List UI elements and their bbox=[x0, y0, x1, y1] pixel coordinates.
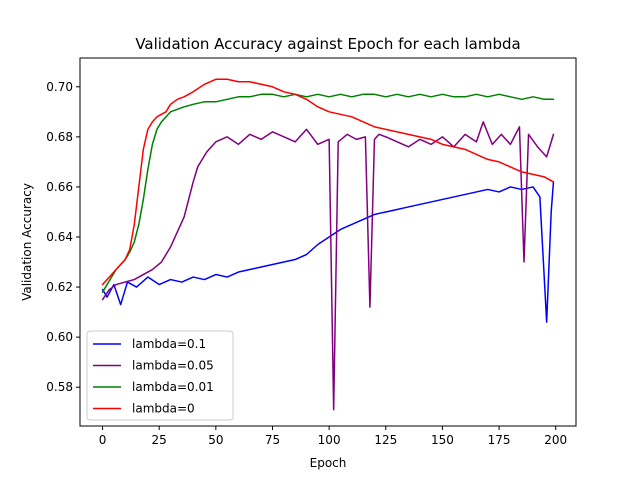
y-tick-label: 0.70 bbox=[46, 80, 73, 94]
legend-label: lambda=0 bbox=[132, 402, 195, 416]
x-tick-label: 25 bbox=[152, 433, 167, 447]
y-tick-label: 0.64 bbox=[46, 230, 73, 244]
series-line-2 bbox=[101, 93, 555, 293]
x-tick-label: 75 bbox=[265, 433, 280, 447]
series-line-3 bbox=[101, 78, 555, 286]
x-axis: 0 25 50 75 100 125 150 175 200 bbox=[99, 426, 567, 447]
x-tick-label: 125 bbox=[374, 433, 397, 447]
y-tick-label: 0.62 bbox=[46, 280, 73, 294]
y-tick-label: 0.68 bbox=[46, 130, 73, 144]
y-tick-label: 0.58 bbox=[46, 380, 73, 394]
y-tick-label: 0.60 bbox=[46, 330, 73, 344]
x-tick-label: 175 bbox=[488, 433, 511, 447]
chart-title: Validation Accuracy against Epoch for ea… bbox=[135, 35, 520, 53]
x-tick-label: 100 bbox=[318, 433, 341, 447]
x-axis-label: Epoch bbox=[310, 456, 347, 470]
legend-label: lambda=0.05 bbox=[132, 359, 214, 373]
x-tick-label: 200 bbox=[544, 433, 567, 447]
legend-box bbox=[86, 330, 234, 421]
series-line-0 bbox=[101, 181, 555, 323]
x-tick-label: 150 bbox=[431, 433, 454, 447]
series-layer bbox=[101, 78, 555, 411]
legend: lambda=0.1 lambda=0.05 lambda=0.01 lambda=0 bbox=[86, 330, 234, 421]
legend-label: lambda=0.01 bbox=[132, 380, 214, 394]
x-tick-label: 50 bbox=[208, 433, 223, 447]
series-line-1 bbox=[101, 121, 555, 411]
y-axis: 0.58 0.60 0.62 0.64 0.66 0.68 0.70 bbox=[46, 80, 80, 394]
y-axis-label: Validation Accuracy bbox=[20, 183, 34, 301]
x-tick-label: 0 bbox=[99, 433, 107, 447]
plot-frame bbox=[79, 57, 577, 427]
y-tick-label: 0.66 bbox=[46, 180, 73, 194]
legend-label: lambda=0.1 bbox=[132, 337, 206, 351]
